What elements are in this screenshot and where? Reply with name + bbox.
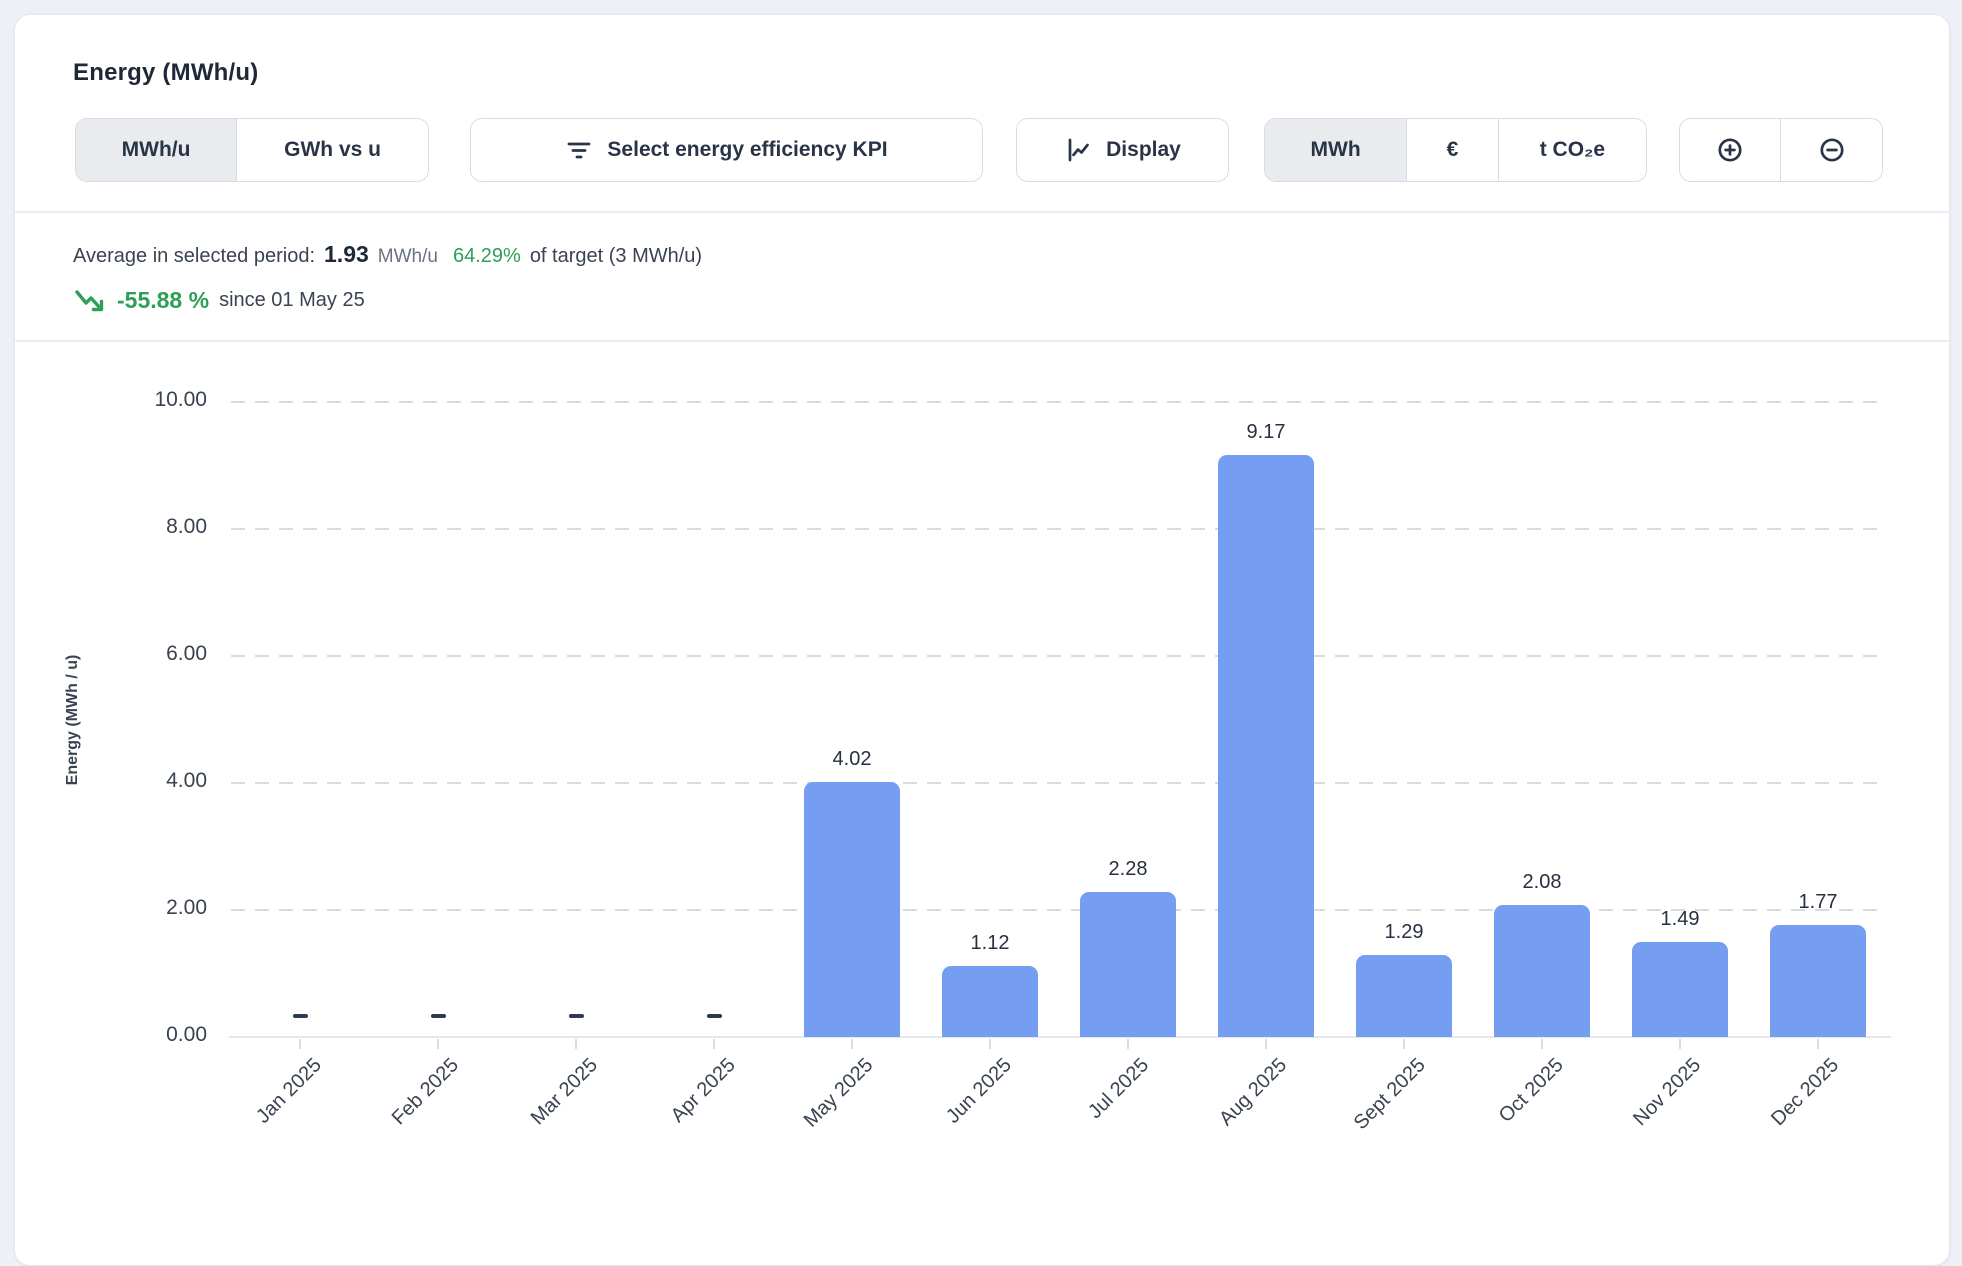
x-axis-label-sept-2025: Sept 2025 [1349, 1054, 1430, 1135]
bar-value-label-aug-2025: 9.17 [1246, 420, 1286, 443]
x-axis-tick [850, 1038, 854, 1049]
y-axis-tick-label: 10.00 [154, 388, 207, 411]
x-axis-label-jan-2025: Jan 2025 [251, 1054, 326, 1128]
x-axis-label-oct-2025: Oct 2025 [1494, 1054, 1568, 1127]
measure-toggle: MWh € t CO₂e [1264, 118, 1647, 182]
summary-change-line: -55.88 % since 01 May 25 [73, 283, 365, 317]
change-percent: -55.88 % [117, 286, 210, 313]
no-data-marker-apr-2025 [706, 1014, 722, 1018]
x-axis-label-apr-2025: Apr 2025 [666, 1054, 740, 1127]
bar-oct-2025[interactable] [1494, 904, 1590, 1037]
x-axis-tick [712, 1038, 716, 1049]
zoom-controls [1679, 118, 1883, 182]
y-axis-tick-label: 8.00 [166, 515, 207, 538]
trending-down-icon [73, 283, 107, 317]
toggle-mwh-per-u[interactable]: MWh/u [76, 119, 238, 181]
x-axis-tick [988, 1038, 992, 1049]
display-label: Display [1106, 138, 1181, 161]
select-kpi-label: Select energy efficiency KPI [607, 138, 888, 161]
gridline [231, 527, 1887, 531]
magnifier-plus-icon [1715, 135, 1745, 165]
divider [15, 340, 1949, 342]
no-data-marker-feb-2025 [430, 1014, 446, 1018]
target-percent: 64.29% [452, 245, 521, 267]
x-axis-tick [1540, 1038, 1544, 1049]
x-axis-label-dec-2025: Dec 2025 [1767, 1054, 1844, 1131]
bar-value-label-jul-2025: 2.28 [1108, 858, 1148, 881]
display-button[interactable]: Display [1016, 118, 1229, 182]
bar-nov-2025[interactable] [1632, 942, 1728, 1037]
average-unit: MWh/u [377, 246, 438, 267]
magnifier-minus-icon [1817, 135, 1847, 165]
energy-bar-chart: Energy (MWh / u) 0.00 2.00 4.00 6.00 8.00 10.… [15, 15, 1949, 1265]
bar-dec-2025[interactable] [1770, 924, 1866, 1037]
bar-value-label-jun-2025: 1.12 [970, 931, 1010, 954]
x-axis-label-may-2025: May 2025 [799, 1054, 878, 1132]
energy-widget-card: Energy (MWh/u) MWh/u GWh vs u Select ene… [14, 14, 1950, 1266]
gridline [231, 781, 1887, 785]
gridline [231, 908, 1887, 912]
bar-jul-2025[interactable] [1080, 892, 1176, 1037]
x-axis-label-nov-2025: Nov 2025 [1629, 1054, 1706, 1131]
no-data-marker-mar-2025 [568, 1014, 584, 1018]
x-axis-label-jun-2025: Jun 2025 [941, 1054, 1016, 1128]
summary-average-line: Average in selected period: 1.93 MWh/u 6… [73, 241, 702, 268]
x-axis-tick [436, 1038, 440, 1049]
change-suffix: since 01 May 25 [219, 288, 365, 311]
y-axis-tick-label: 2.00 [166, 896, 207, 919]
x-axis-tick [1816, 1038, 1820, 1049]
bar-sept-2025[interactable] [1356, 955, 1452, 1037]
summary-prefix: Average in selected period: [73, 245, 316, 267]
x-axis-label-jul-2025: Jul 2025 [1084, 1054, 1154, 1124]
target-suffix: of target (3 MWh/u) [529, 245, 703, 267]
y-axis-tick-label: 6.00 [166, 642, 207, 665]
bar-value-label-nov-2025: 1.49 [1660, 908, 1700, 931]
bar-value-label-oct-2025: 2.08 [1522, 870, 1562, 893]
gridline [231, 654, 1887, 658]
x-axis-label-aug-2025: Aug 2025 [1215, 1054, 1292, 1131]
line-chart-icon [1064, 136, 1092, 164]
bar-aug-2025[interactable] [1218, 454, 1314, 1037]
y-axis-tick-label: 0.00 [166, 1023, 207, 1046]
x-axis-tick [1126, 1038, 1130, 1049]
select-kpi-button[interactable]: Select energy efficiency KPI [470, 118, 983, 182]
x-axis-tick [298, 1038, 302, 1049]
bar-value-label-dec-2025: 1.77 [1798, 890, 1838, 913]
toggle-tco2e[interactable]: t CO₂e [1498, 119, 1646, 181]
y-axis-tick-label: 4.00 [166, 769, 207, 792]
kpi-unit-toggle: MWh/u GWh vs u [75, 118, 429, 182]
toggle-euro[interactable]: € [1407, 119, 1499, 181]
zoom-in-button[interactable] [1680, 119, 1781, 181]
x-axis-tick [574, 1038, 578, 1049]
zoom-out-button[interactable] [1781, 119, 1882, 181]
x-axis-tick [1678, 1038, 1682, 1049]
average-value: 1.93 [324, 241, 369, 267]
x-axis-label-feb-2025: Feb 2025 [388, 1054, 464, 1130]
toggle-gwh-vs-u[interactable]: GWh vs u [237, 119, 428, 181]
gridline [231, 400, 1887, 404]
x-axis-line [229, 1035, 1891, 1039]
x-axis-label-mar-2025: Mar 2025 [526, 1054, 602, 1130]
divider [15, 211, 1949, 213]
no-data-marker-jan-2025 [292, 1014, 308, 1018]
bar-value-label-sept-2025: 1.29 [1384, 921, 1424, 944]
y-axis-title: Energy (MWh / u) [64, 654, 81, 786]
x-axis-tick [1264, 1038, 1268, 1049]
toggle-mwh[interactable]: MWh [1265, 119, 1408, 181]
bar-may-2025[interactable] [804, 781, 900, 1037]
page-title: Energy (MWh/u) [73, 59, 259, 86]
filter-icon [565, 136, 593, 164]
x-axis-tick [1402, 1038, 1406, 1049]
bar-value-label-may-2025: 4.02 [832, 747, 872, 770]
bar-jun-2025[interactable] [942, 965, 1038, 1037]
